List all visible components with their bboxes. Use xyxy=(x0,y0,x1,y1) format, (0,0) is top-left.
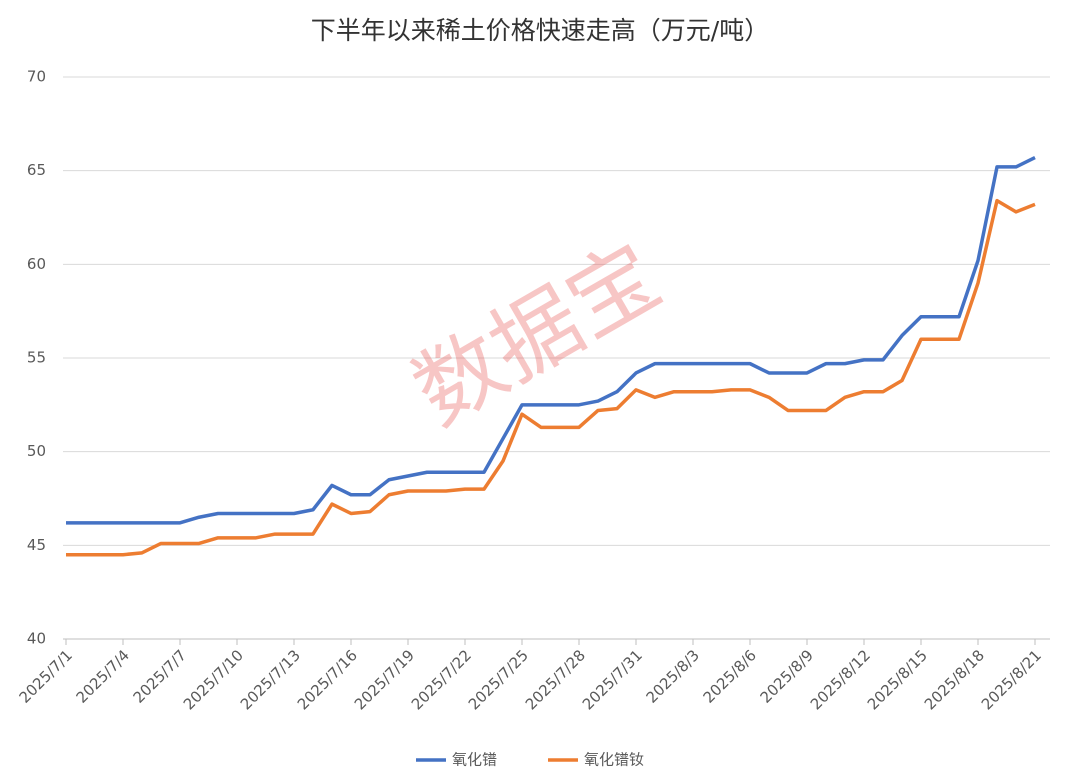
legend-label: 氧化镨钕 xyxy=(584,751,644,769)
y-tick-label: 65 xyxy=(27,161,46,179)
x-tick-label: 2025/8/15 xyxy=(864,646,931,713)
x-tick-label: 2025/7/13 xyxy=(237,646,304,713)
y-tick-label: 45 xyxy=(27,536,46,554)
y-tick-label: 55 xyxy=(27,349,46,367)
x-tick-label: 2025/7/19 xyxy=(351,646,418,713)
series-line xyxy=(66,155,1036,525)
x-tick-label: 2025/7/1 xyxy=(16,646,76,706)
series-line xyxy=(66,198,1036,557)
x-tick-label: 2025/7/22 xyxy=(408,646,475,713)
y-tick-label: 70 xyxy=(27,68,46,86)
x-tick-label: 2025/7/25 xyxy=(465,646,532,713)
x-tick-label: 2025/7/4 xyxy=(73,646,133,706)
x-tick-label: 2025/8/3 xyxy=(643,646,703,706)
x-tick-label: 2025/8/9 xyxy=(757,646,817,706)
legend-label: 氧化镨 xyxy=(452,751,497,769)
x-tick-label: 2025/7/7 xyxy=(130,646,190,706)
x-tick-label: 2025/8/6 xyxy=(700,646,760,706)
y-tick-label: 50 xyxy=(27,442,46,460)
x-tick-label: 2025/7/31 xyxy=(579,646,646,713)
x-tick-label: 2025/7/16 xyxy=(294,646,361,713)
y-tick-label: 60 xyxy=(27,255,46,273)
x-tick-label: 2025/8/12 xyxy=(807,646,874,713)
chart-title: 下半年以来稀土价格快速走高（万元/吨） xyxy=(311,16,769,45)
x-tick-label: 2025/8/18 xyxy=(921,646,988,713)
x-tick-label: 2025/7/10 xyxy=(180,646,247,713)
y-tick-label: 40 xyxy=(27,630,46,648)
watermark: 数据宝 xyxy=(397,224,677,445)
x-tick-label: 2025/7/28 xyxy=(522,646,589,713)
x-tick-label: 2025/8/21 xyxy=(978,646,1045,713)
